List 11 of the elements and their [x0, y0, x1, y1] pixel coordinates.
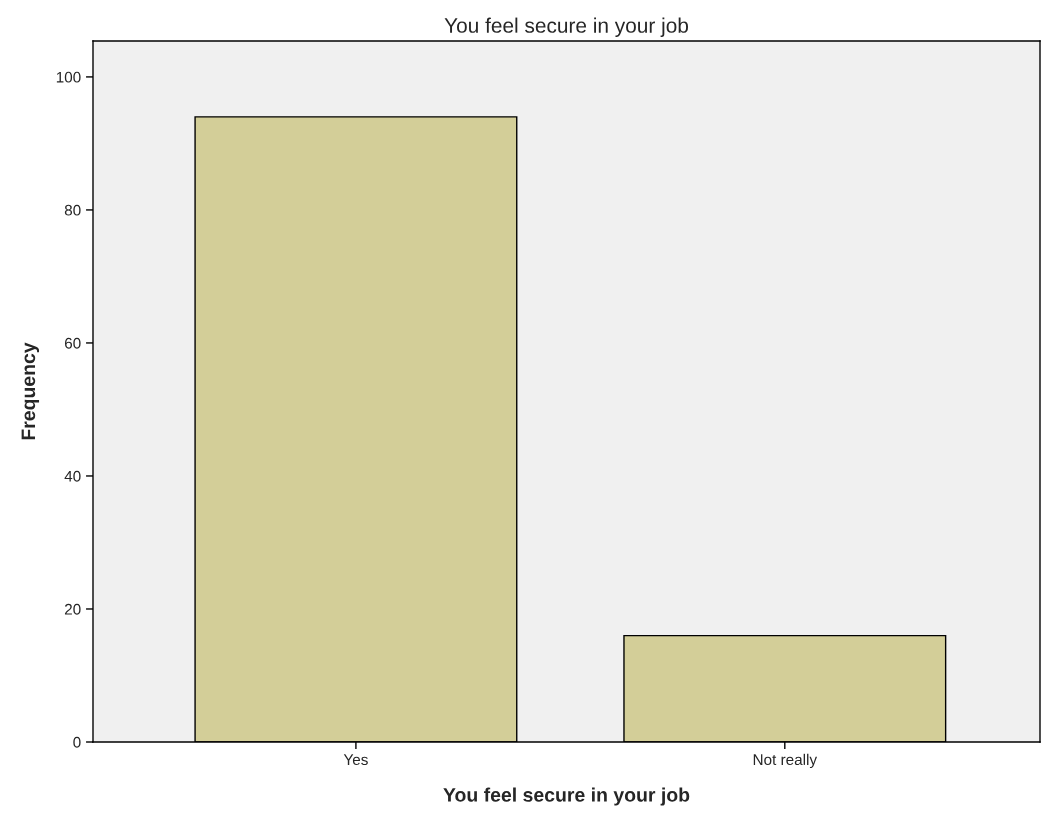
x-tick-label: Not really — [753, 753, 818, 769]
y-tick-label: 0 — [73, 736, 81, 748]
y-tick-label: 60 — [64, 337, 81, 349]
x-axis-title: You feel secure in your job — [443, 787, 690, 806]
y-tick-label: 80 — [64, 204, 81, 216]
chart-title: You feel secure in your job — [444, 17, 689, 37]
y-tick-label: 40 — [64, 470, 81, 482]
y-tick-label: 20 — [64, 603, 81, 615]
x-tick-label: Yes — [343, 754, 368, 766]
y-axis-title: Frequency — [21, 342, 40, 440]
y-tick-label: 100 — [56, 71, 81, 83]
